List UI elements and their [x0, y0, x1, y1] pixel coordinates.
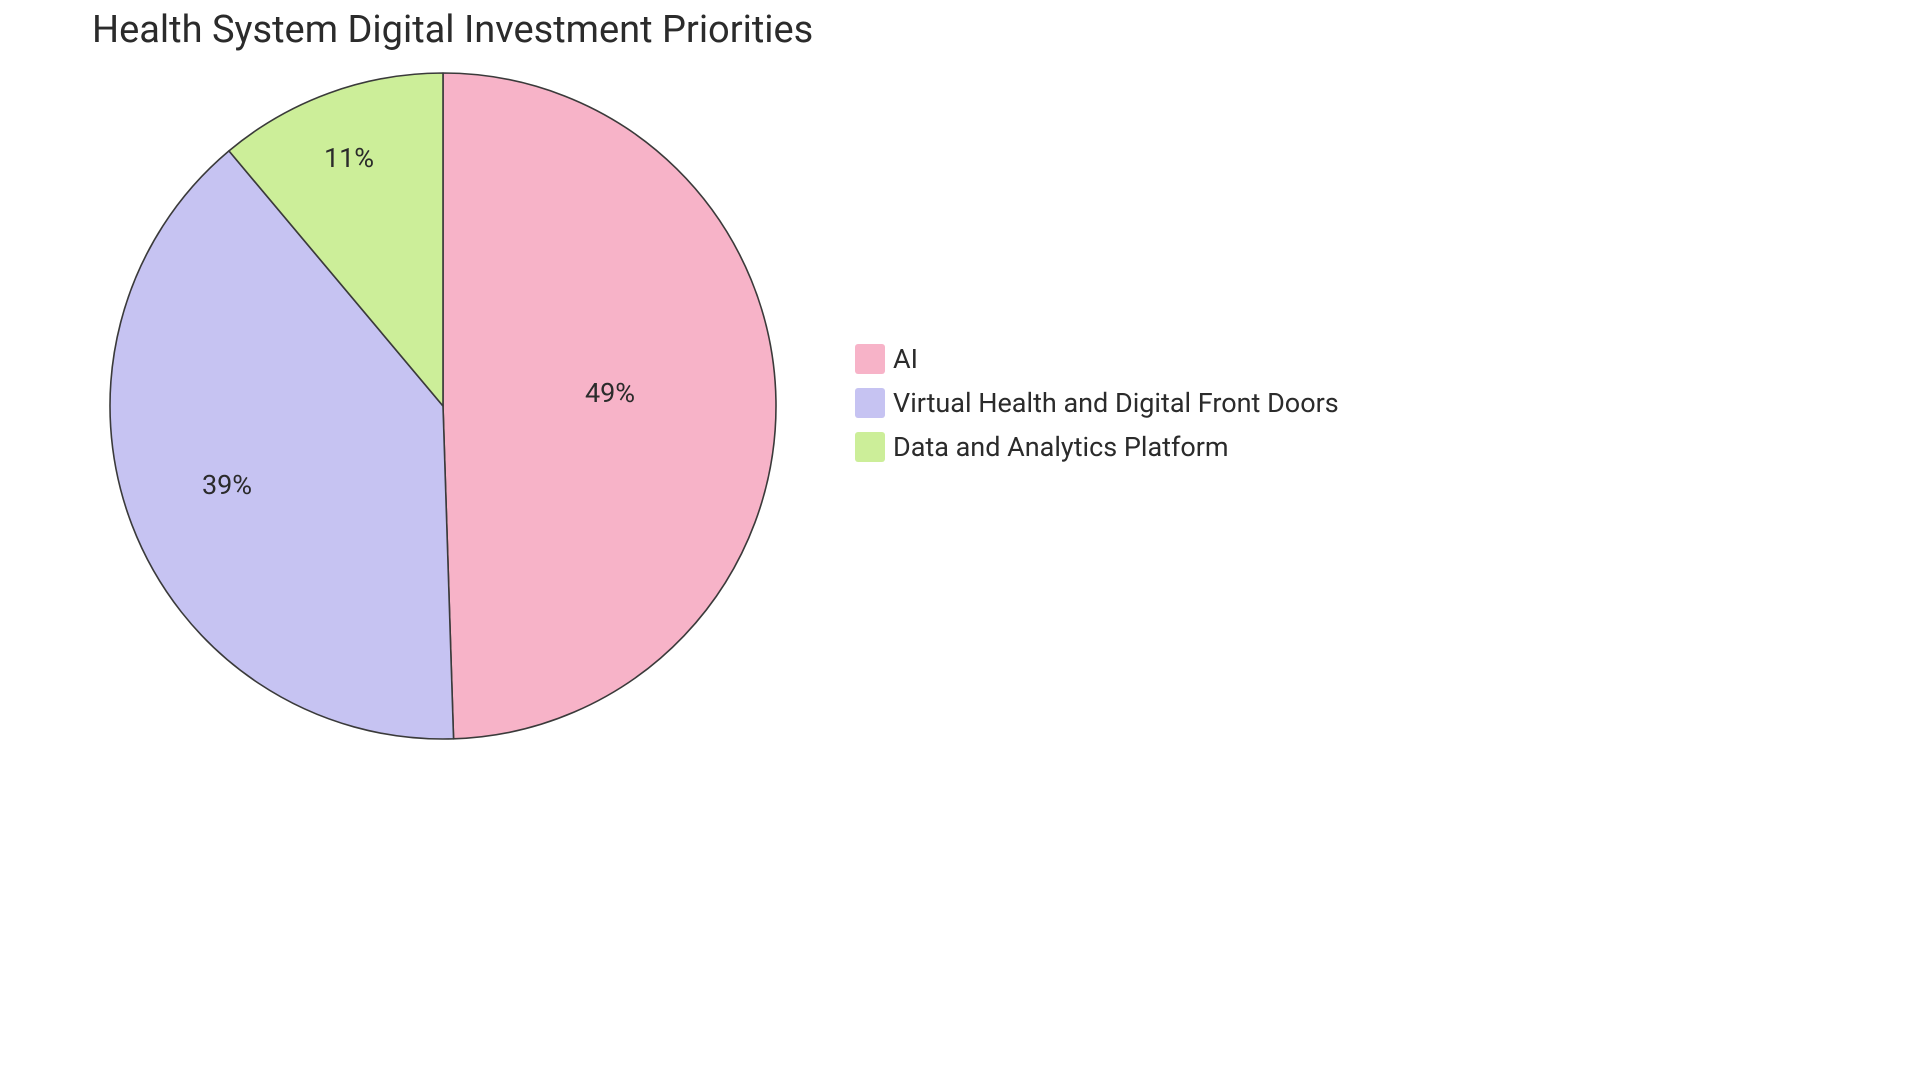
- chart-title: Health System Digital Investment Priorit…: [92, 8, 813, 52]
- legend-label: Virtual Health and Digital Front Doors: [893, 387, 1339, 419]
- pie-slice-label: 39%: [202, 469, 252, 501]
- legend-item: AI: [855, 343, 1339, 375]
- legend-swatch: [855, 432, 885, 462]
- legend: AI Virtual Health and Digital Front Doors…: [855, 343, 1339, 463]
- pie-slice-label: 11%: [324, 142, 374, 174]
- chart-stage: Health System Digital Investment Priorit…: [0, 0, 1920, 1080]
- pie-chart: [108, 71, 778, 741]
- legend-swatch: [855, 344, 885, 374]
- legend-item: Virtual Health and Digital Front Doors: [855, 387, 1339, 419]
- pie-slice-label: 49%: [585, 377, 635, 409]
- legend-swatch: [855, 388, 885, 418]
- legend-label: Data and Analytics Platform: [893, 431, 1229, 463]
- legend-label: AI: [893, 343, 918, 375]
- pie-svg: [108, 71, 778, 741]
- legend-item: Data and Analytics Platform: [855, 431, 1339, 463]
